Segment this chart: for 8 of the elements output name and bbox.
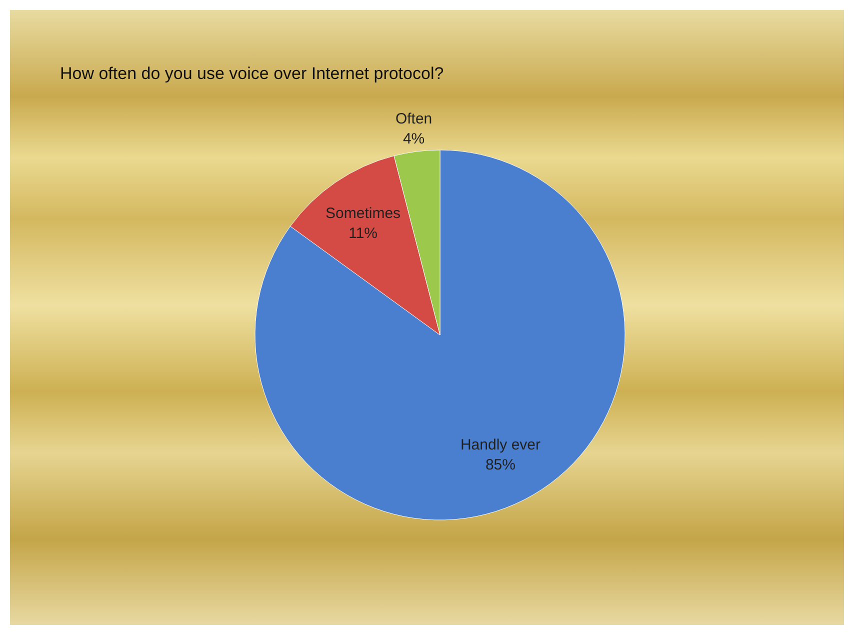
- data-label: 4%: [402, 130, 425, 148]
- chart-title: How often do you use voice over Internet protocol?: [60, 64, 444, 83]
- slice-label: Often: [395, 110, 432, 128]
- data-label: 11%: [348, 224, 378, 242]
- slice-label: Handly ever: [460, 436, 540, 454]
- pie-slice: [254, 150, 626, 520]
- data-label: 85%: [485, 456, 516, 474]
- slice-label: Sometimes: [326, 204, 401, 222]
